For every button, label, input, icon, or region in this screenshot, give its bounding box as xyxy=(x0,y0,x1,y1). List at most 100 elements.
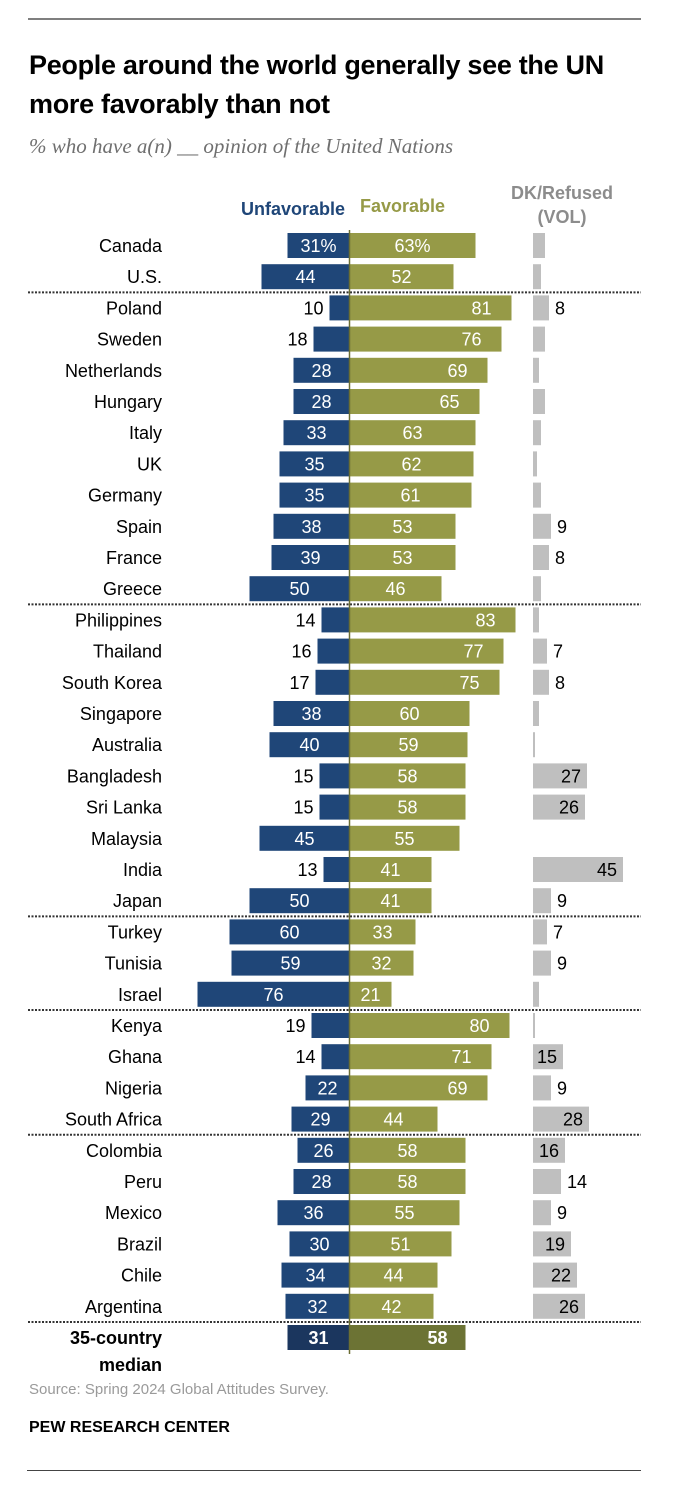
unfavorable-value-label: 17 xyxy=(289,673,309,693)
country-label: Australia xyxy=(92,735,163,755)
unfavorable-value-label: 29 xyxy=(310,1110,330,1130)
favorable-bar xyxy=(349,513,456,539)
unfavorable-value-label: 36 xyxy=(303,1203,323,1223)
unfavorable-bar xyxy=(229,919,350,945)
favorable-bar xyxy=(349,1075,488,1101)
median-favorable-value-label: 58 xyxy=(427,1328,447,1348)
unfavorable-value-label: 34 xyxy=(305,1266,325,1286)
favorable-value-label: 51 xyxy=(390,1234,410,1254)
unfavorable-value-label: 44 xyxy=(295,267,315,287)
favorable-bar xyxy=(349,451,474,477)
unfavorable-bar xyxy=(249,888,350,914)
favorable-bar xyxy=(349,1200,460,1226)
median-favorable-bar xyxy=(349,1325,466,1350)
dk-refused-bar xyxy=(533,1200,551,1226)
dk-refused-bar xyxy=(533,513,551,539)
favorable-bar xyxy=(349,825,460,851)
favorable-bar xyxy=(349,919,416,945)
dk-refused-bar xyxy=(533,1137,565,1163)
dk-refused-value-label: 9 xyxy=(557,954,567,974)
median-unfavorable-value-label: 31 xyxy=(308,1328,328,1348)
country-label: Thailand xyxy=(93,642,162,662)
unfavorable-bar xyxy=(273,701,350,726)
favorable-value-label: 55 xyxy=(394,1203,414,1223)
dk-refused-value-label: 28 xyxy=(563,1110,583,1130)
dk-refused-bar xyxy=(533,1075,551,1101)
favorable-bar xyxy=(349,1106,438,1132)
dk-refused-bar xyxy=(533,545,549,570)
unfavorable-bar xyxy=(313,326,350,352)
favorable-bar xyxy=(349,1013,510,1038)
unfavorable-value-label: 18 xyxy=(287,330,307,350)
unfavorable-bar xyxy=(273,513,350,539)
country-label: Italy xyxy=(129,423,162,443)
unfavorable-bar xyxy=(269,732,350,758)
dk-refused-bar xyxy=(533,794,585,820)
unfavorable-bar xyxy=(329,295,350,321)
unfavorable-value-label: 76 xyxy=(263,985,283,1005)
favorable-bar xyxy=(349,326,502,352)
favorable-bar xyxy=(349,545,456,570)
favorable-value-label: 77 xyxy=(463,642,483,662)
country-label: South Africa xyxy=(65,1110,163,1130)
country-label: India xyxy=(123,860,163,880)
favorable-value-label: 41 xyxy=(380,860,400,880)
favorable-value-label: 52 xyxy=(391,267,411,287)
country-label: Netherlands xyxy=(65,361,162,381)
unfavorable-bar xyxy=(259,825,350,851)
country-label: UK xyxy=(137,454,162,474)
unfavorable-value-label: 33 xyxy=(306,423,326,443)
favorable-value-label: 60 xyxy=(399,704,419,724)
favorable-value-label: 58 xyxy=(397,798,417,818)
dk-refused-bar xyxy=(533,1169,561,1194)
unfavorable-value-label: 38 xyxy=(301,517,321,537)
dk-refused-bar xyxy=(533,981,539,1007)
dk-refused-value-label: 8 xyxy=(555,298,565,318)
country-label: Kenya xyxy=(111,1016,163,1036)
favorable-value-label: 75 xyxy=(459,673,479,693)
chart-title: People around the world generally see th… xyxy=(29,50,604,119)
favorable-bar xyxy=(349,233,476,258)
country-label: Chile xyxy=(121,1266,162,1286)
dk-refused-value-label: 7 xyxy=(553,922,563,942)
country-label: Israel xyxy=(118,985,162,1005)
unfavorable-value-label: 15 xyxy=(293,766,313,786)
unfavorable-value-label: 15 xyxy=(293,798,313,818)
favorable-value-label: 69 xyxy=(447,361,467,381)
favorable-value-label: 53 xyxy=(392,517,412,537)
unfavorable-bar xyxy=(305,1075,350,1101)
favorable-bar xyxy=(349,857,432,882)
legend-dk-line1: DK/Refused xyxy=(510,183,613,203)
dk-refused-value-label: 14 xyxy=(567,1172,587,1192)
unfavorable-value-label: 30 xyxy=(309,1234,329,1254)
unfavorable-value-label: 22 xyxy=(317,1078,337,1098)
favorable-value-label: 42 xyxy=(381,1297,401,1317)
unfavorable-value-label: 59 xyxy=(280,954,300,974)
favorable-bar xyxy=(349,482,472,508)
unfavorable-value-label: 35 xyxy=(304,454,324,474)
unfavorable-bar xyxy=(293,1169,350,1194)
dk-refused-value-label: 9 xyxy=(557,517,567,537)
dk-refused-bar xyxy=(533,1231,571,1257)
unfavorable-value-label: 28 xyxy=(311,361,331,381)
unfavorable-bar xyxy=(281,1262,350,1288)
unfavorable-bar xyxy=(321,1044,350,1070)
country-label: Poland xyxy=(106,298,162,318)
median-unfavorable-bar xyxy=(287,1325,350,1350)
unfavorable-value-label: 60 xyxy=(279,922,299,942)
favorable-value-label: 53 xyxy=(392,548,412,568)
favorable-value-label: 58 xyxy=(397,1141,417,1161)
favorable-value-label: 62 xyxy=(401,454,421,474)
unfavorable-bar xyxy=(197,981,350,1007)
unfavorable-bar xyxy=(321,607,350,633)
dk-refused-value-label: 9 xyxy=(557,1078,567,1098)
country-label: Sri Lanka xyxy=(86,798,163,818)
dk-refused-bar xyxy=(533,482,541,508)
dk-refused-bar xyxy=(533,1106,589,1132)
country-label: Nigeria xyxy=(105,1078,163,1098)
country-label: Turkey xyxy=(108,922,162,942)
country-label: Philippines xyxy=(75,610,162,630)
dk-refused-bar xyxy=(533,669,549,695)
country-label: Ghana xyxy=(108,1047,163,1067)
